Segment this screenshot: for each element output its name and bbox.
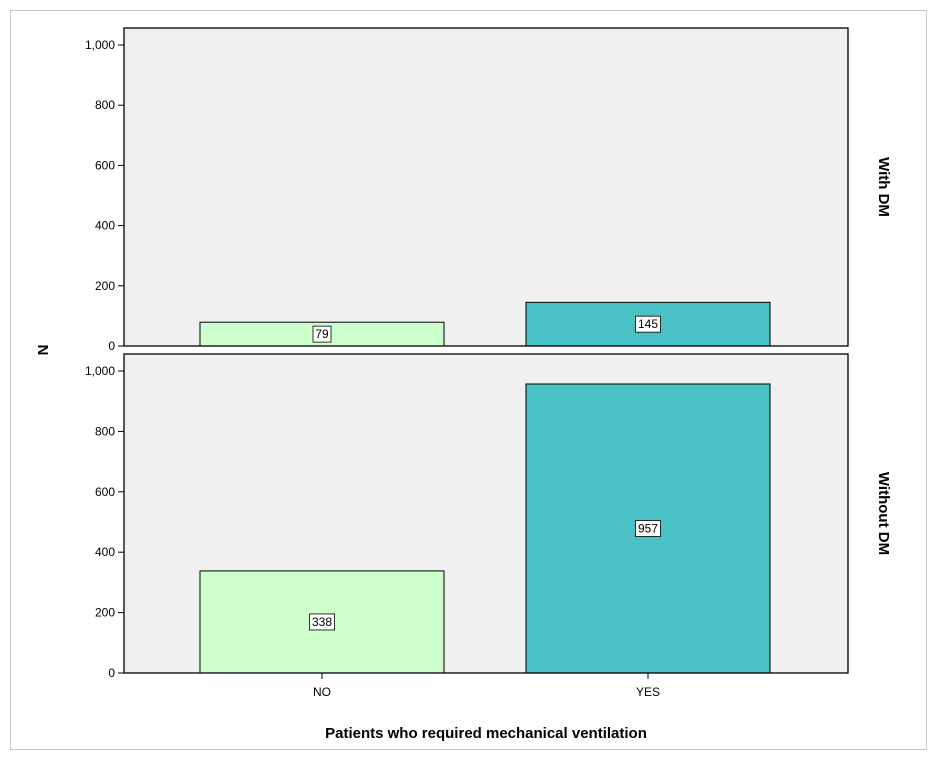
data-label: 79 — [315, 327, 329, 341]
y-tick-label: 400 — [95, 219, 115, 233]
panel-label: With DM — [875, 157, 892, 217]
y-tick-label: 1,000 — [85, 38, 115, 52]
panel-frame — [123, 27, 849, 347]
y-tick-label: 600 — [95, 485, 115, 499]
data-label-box — [312, 325, 332, 343]
x-axis-title: Patients who required mechanical ventila… — [325, 725, 647, 742]
y-tick-label: 1,000 — [85, 364, 115, 378]
panel-label: Without DM — [875, 472, 892, 555]
y-tick-label: 0 — [108, 339, 115, 353]
y-tick-label: 400 — [95, 545, 115, 559]
y-tick-label: 600 — [95, 158, 115, 172]
y-tick-label: 200 — [95, 279, 115, 293]
x-tick-label: YES — [636, 685, 660, 699]
y-axis-title: N — [35, 345, 52, 356]
data-label-box — [309, 613, 335, 631]
y-tick-label: 0 — [108, 666, 115, 680]
y-tick-label: 800 — [95, 424, 115, 438]
data-label-box — [635, 315, 661, 333]
chart-panels: 79 145 0 200 400 600 800 1,000 With DM 338 957 0 200… — [85, 27, 892, 699]
data-label-box — [635, 520, 661, 537]
panel-background — [124, 28, 848, 346]
panel-frame — [123, 353, 849, 674]
y-tick-label: 800 — [95, 98, 115, 112]
y-tick-label: 200 — [95, 606, 115, 620]
data-label: 957 — [638, 521, 658, 535]
data-label: 338 — [312, 615, 332, 629]
x-tick-label: NO — [313, 685, 331, 699]
data-label: 145 — [638, 317, 658, 331]
